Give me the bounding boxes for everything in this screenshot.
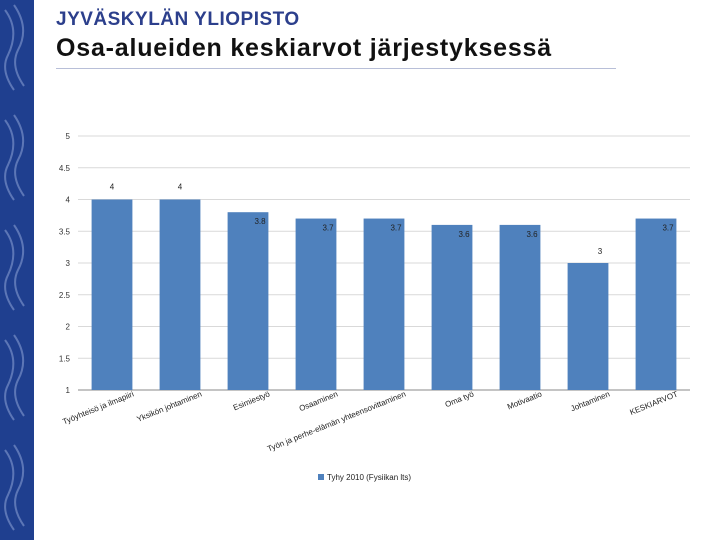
data-label: 3.7 (322, 224, 334, 233)
bar (91, 199, 133, 390)
x-tick-label: Yksikön johtaminen (135, 390, 203, 424)
legend-swatch (318, 474, 324, 480)
page-title: Osa-alueiden keskiarvot järjestyksessä (56, 34, 552, 62)
y-tick-label: 2.5 (59, 291, 71, 300)
data-label: 3 (598, 247, 603, 256)
data-label: 3.7 (390, 224, 402, 233)
flame-torch-icon (4, 4, 25, 531)
data-label: 3.6 (458, 230, 470, 239)
x-tick-label: Johtaminen (569, 390, 611, 414)
x-tick-label: Esimiestyö (232, 389, 272, 412)
data-label: 3.6 (526, 230, 538, 239)
y-tick-label: 4.5 (59, 164, 71, 173)
brand-logo-text: JYVÄSKYLÄN YLIOPISTO (56, 9, 300, 30)
x-tick-label: Motivaatio (506, 389, 544, 411)
legend-label: Tyhy 2010 (Fysiikan lts) (327, 473, 411, 482)
y-tick-label: 1.5 (59, 354, 71, 363)
sidebar-decoration (0, 0, 34, 540)
title-divider (56, 68, 616, 69)
bar (499, 224, 541, 390)
x-tick-label: Osaaminen (298, 390, 339, 414)
bar (227, 212, 269, 390)
y-tick-label: 3.5 (59, 227, 71, 236)
x-tick-label: Oma työ (444, 389, 476, 409)
data-label: 4 (110, 183, 115, 192)
data-label: 4 (178, 183, 183, 192)
x-tick-label: Työyhteisö ja ilmapiiri (61, 389, 135, 426)
data-label: 3.8 (254, 217, 266, 226)
bar (635, 218, 677, 390)
bar (431, 224, 473, 390)
bar (363, 218, 405, 390)
y-tick-label: 4 (66, 196, 71, 205)
y-tick-label: 2 (66, 323, 71, 332)
data-label: 3.7 (662, 224, 674, 233)
bar (567, 263, 609, 390)
y-tick-label: 1 (66, 386, 71, 395)
y-tick-label: 5 (66, 132, 71, 141)
x-tick-label: KESKIARVOT (629, 389, 680, 416)
y-tick-label: 3 (66, 259, 71, 268)
x-tick-label: Työn ja perhe-elämän yhteensovittaminen (266, 390, 407, 454)
bar (159, 199, 201, 390)
bar (295, 218, 337, 390)
